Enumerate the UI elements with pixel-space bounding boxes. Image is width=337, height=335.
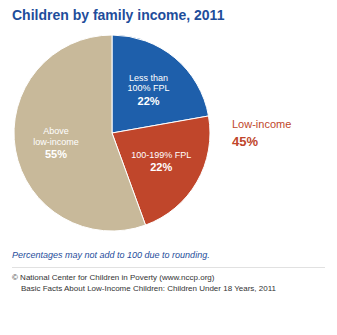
slice: [14, 35, 146, 231]
slice-labels: Less than100% FPL22%100-199% FPL22%Above…: [33, 73, 191, 173]
slice-label: Less than100% FPL: [128, 73, 170, 94]
background: [0, 0, 337, 335]
pie: [14, 35, 210, 231]
page: {"chart_data": {"type": "pie", "title": …: [0, 0, 337, 335]
chart-container: Children by family income, 2011 Less than…: [0, 0, 337, 335]
slice-label-line: Above: [43, 126, 69, 136]
footnote: Percentages may not add to 100 due to ro…: [12, 250, 210, 260]
slice-label: 100-199% FPL: [131, 150, 191, 160]
data-label: 55%: [45, 148, 67, 160]
annotation: Low-income: [232, 118, 291, 130]
slice-label-line: 100% FPL: [128, 83, 170, 93]
data-label: 22%: [150, 161, 172, 173]
copyright-line: © National Center for Children in Povert…: [12, 273, 215, 282]
slice-label-line: low-income: [33, 137, 79, 147]
slice-label-line: Less than: [129, 73, 168, 83]
copyright: © National Center for Children in Povert…: [12, 273, 277, 293]
title: Children by family income, 2011: [12, 7, 225, 23]
data-label: 22%: [138, 95, 160, 107]
slice-label: Abovelow-income: [33, 126, 79, 147]
chart: Children by family income, 2011 Less than…: [0, 0, 337, 335]
copyright-line: Basic Facts About Low-Income Children: C…: [12, 284, 277, 293]
separator: [12, 267, 325, 268]
slice-label-line: 100-199% FPL: [131, 150, 191, 160]
annotation: 45%: [232, 134, 258, 149]
